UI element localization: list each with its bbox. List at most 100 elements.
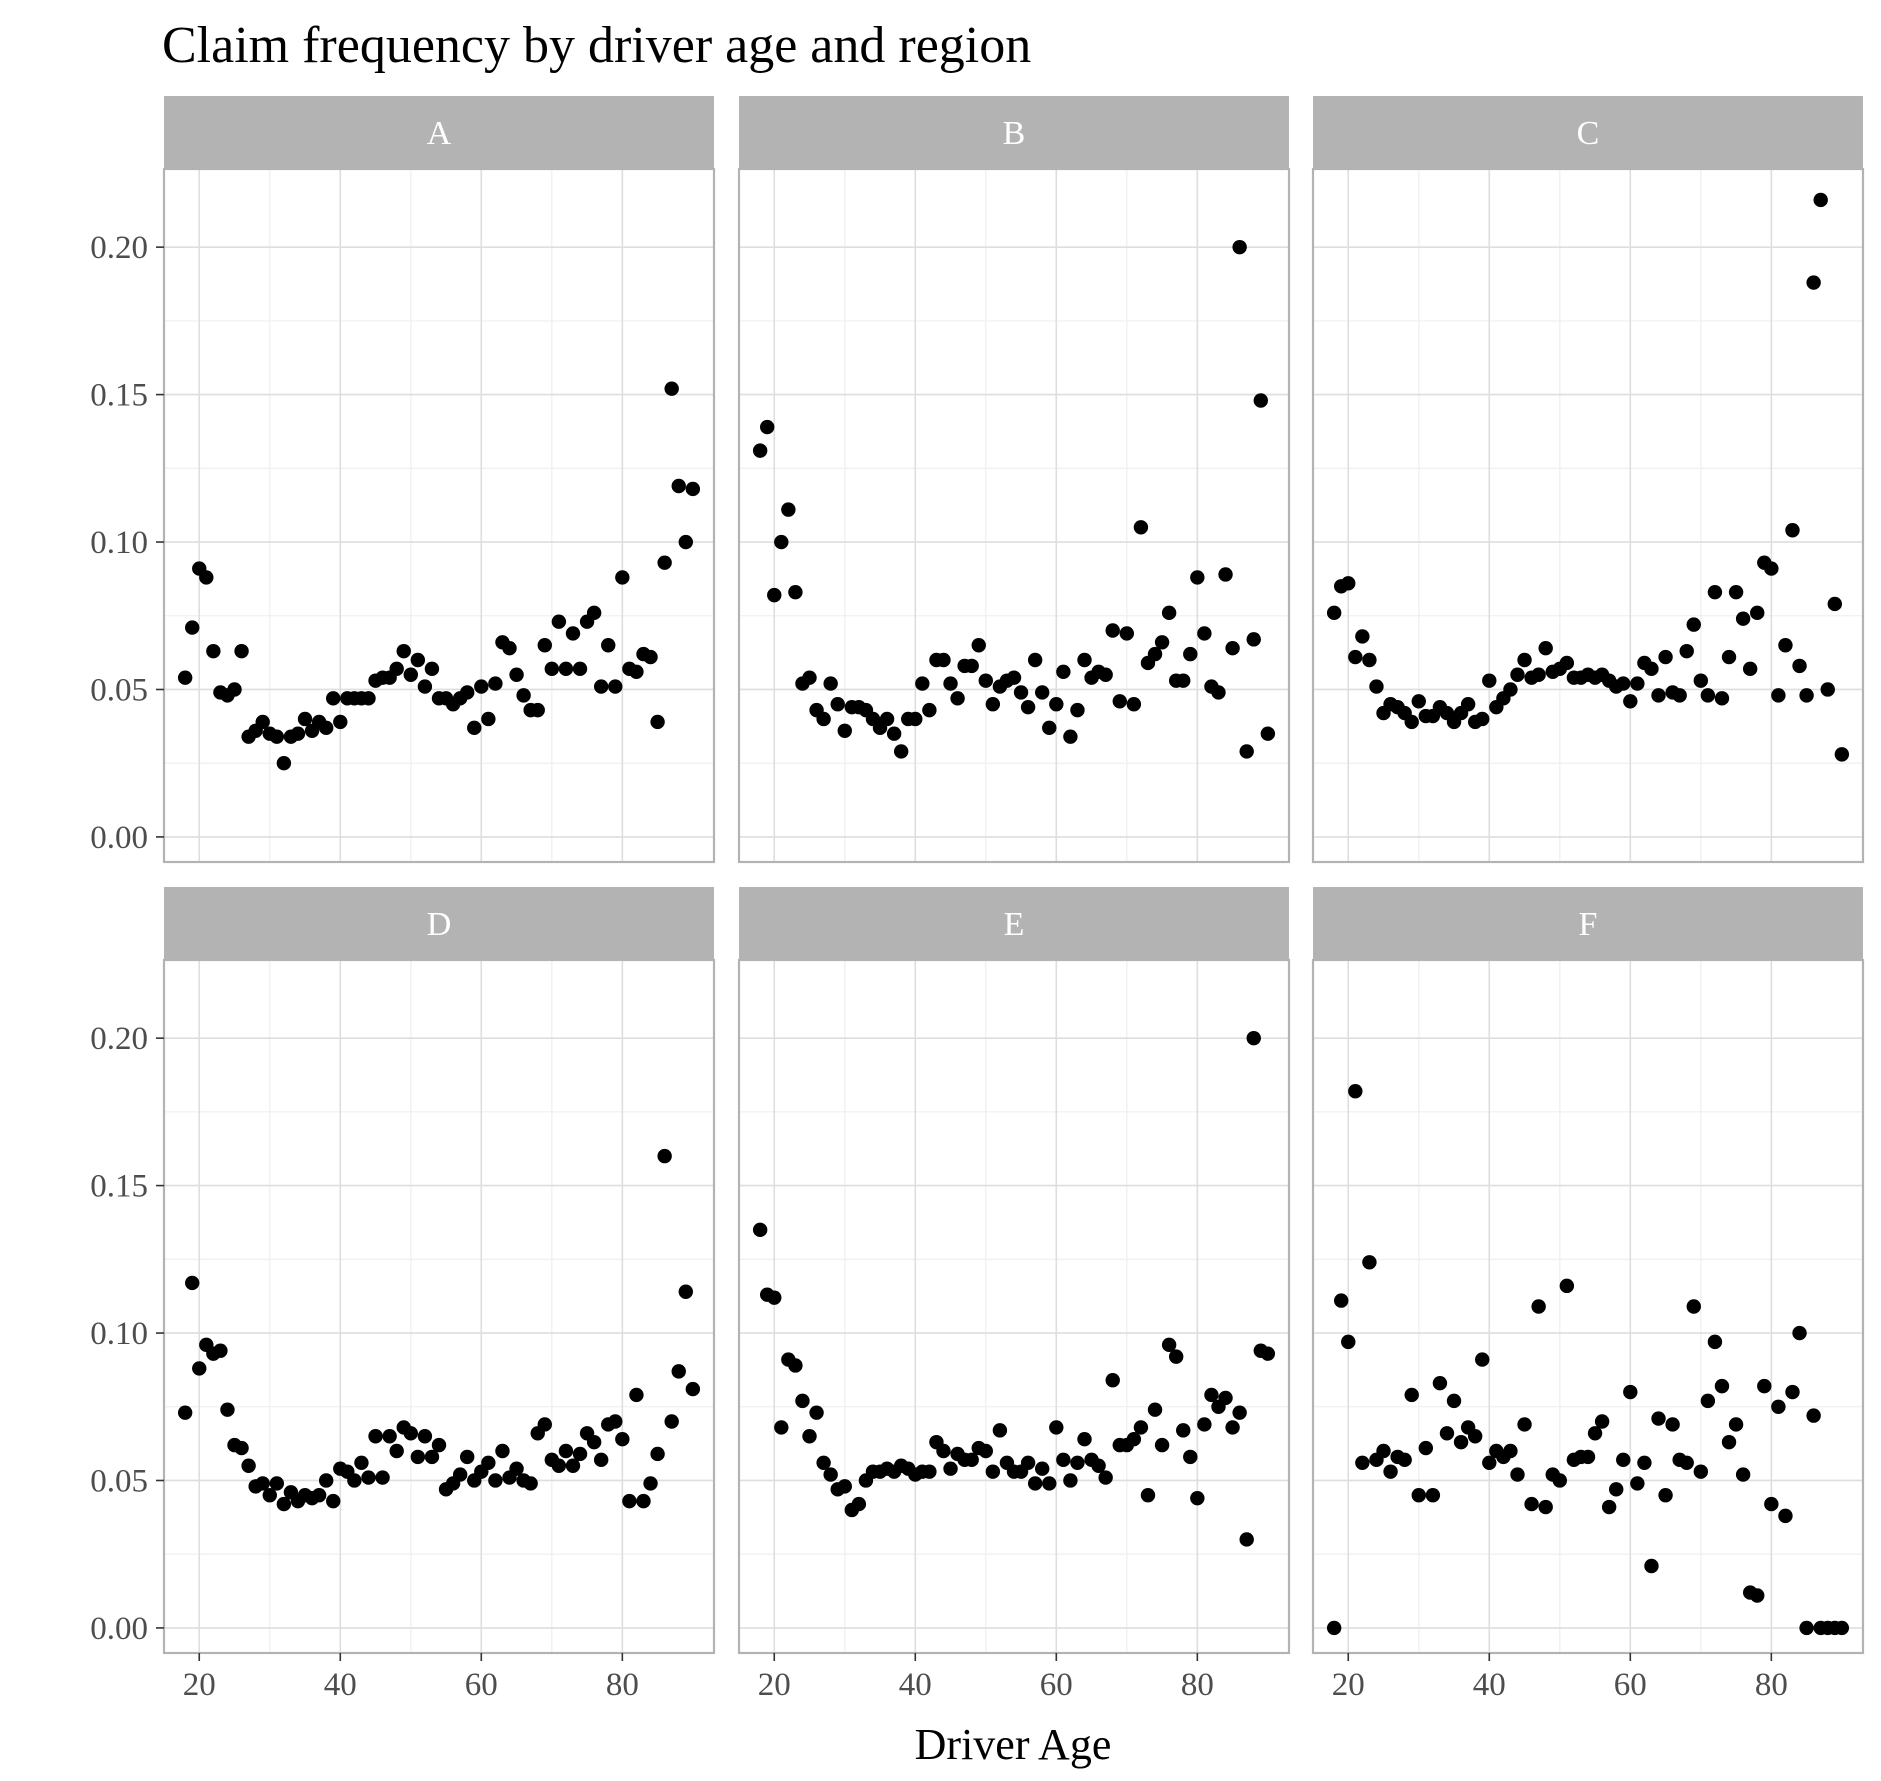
- data-point: [1446, 1393, 1462, 1409]
- data-point: [586, 605, 602, 621]
- data-point: [1679, 1455, 1694, 1470]
- data-point: [593, 679, 609, 694]
- data-point: [1771, 688, 1786, 703]
- data-point: [1376, 1443, 1391, 1459]
- data-point: [1027, 1476, 1043, 1491]
- data-point: [1672, 688, 1687, 703]
- data-point: [1785, 1384, 1800, 1400]
- data-point: [1020, 1455, 1036, 1470]
- data-point: [396, 643, 411, 659]
- data-point: [1693, 1464, 1709, 1479]
- data-point: [241, 1458, 256, 1473]
- data-point: [1834, 1620, 1850, 1636]
- data-point: [1112, 694, 1127, 709]
- data-point: [1453, 1434, 1469, 1450]
- data-point: [460, 1449, 475, 1465]
- data-point: [1326, 605, 1342, 621]
- y-tick-label: 0.05: [90, 672, 148, 708]
- data-point: [1218, 567, 1233, 582]
- data-point: [488, 676, 503, 691]
- data-point: [1027, 652, 1043, 668]
- data-point: [922, 1464, 937, 1479]
- data-point: [382, 1429, 397, 1444]
- data-point: [572, 1446, 588, 1462]
- data-point: [650, 714, 665, 730]
- data-point: [943, 676, 958, 691]
- data-point: [509, 1461, 524, 1476]
- data-point: [1587, 1426, 1603, 1441]
- data-point: [1035, 1461, 1050, 1476]
- data-point: [368, 1429, 383, 1444]
- data-point: [255, 714, 270, 730]
- data-point: [809, 1405, 824, 1420]
- data-point: [537, 1417, 552, 1432]
- panel-border: [737, 958, 1291, 1655]
- facet-strip-label: B: [1003, 115, 1026, 152]
- data-point: [502, 641, 517, 656]
- data-point: [802, 670, 817, 685]
- data-point: [1063, 729, 1078, 744]
- y-tick-label: 0.20: [90, 1021, 148, 1057]
- data-point: [495, 1443, 510, 1459]
- data-point: [572, 661, 588, 677]
- data-point: [361, 691, 376, 706]
- data-point: [1098, 1470, 1113, 1485]
- data-point: [1714, 691, 1730, 706]
- data-point: [1707, 1334, 1723, 1350]
- data-point: [417, 1429, 433, 1444]
- panel-border: [162, 167, 716, 864]
- data-point: [1355, 1455, 1370, 1470]
- data-point: [1531, 1299, 1546, 1314]
- data-point: [1467, 1429, 1483, 1444]
- data-point: [1693, 673, 1709, 688]
- data-point: [1218, 1390, 1233, 1406]
- data-point: [1630, 676, 1645, 691]
- data-point: [1771, 1399, 1786, 1414]
- data-point: [657, 1148, 672, 1164]
- data-point: [685, 481, 701, 497]
- data-point: [1750, 605, 1765, 621]
- data-point: [622, 1493, 637, 1509]
- x-tick-label: 40: [899, 1667, 932, 1703]
- data-point: [1785, 523, 1800, 538]
- data-point: [1764, 561, 1779, 576]
- data-point: [1183, 646, 1198, 662]
- data-point: [262, 1488, 277, 1503]
- data-point: [1161, 1337, 1177, 1353]
- facet-strip-label: E: [1004, 906, 1025, 943]
- data-point: [417, 679, 433, 694]
- x-axis-title: Driver Age: [915, 1720, 1112, 1769]
- data-point: [1411, 694, 1426, 709]
- data-point: [1559, 1278, 1575, 1294]
- data-point: [1020, 699, 1036, 715]
- data-point: [781, 502, 796, 517]
- data-point: [1070, 702, 1085, 718]
- data-point: [1439, 1426, 1455, 1441]
- data-point: [823, 676, 838, 691]
- data-point: [795, 1393, 810, 1409]
- data-point: [410, 1449, 426, 1465]
- data-point: [1369, 679, 1384, 694]
- data-point: [1517, 652, 1532, 668]
- y-tick-label: 0.00: [90, 820, 148, 856]
- data-point: [908, 711, 923, 727]
- data-point: [333, 714, 348, 730]
- data-point: [1239, 744, 1254, 759]
- data-point: [318, 1473, 334, 1488]
- data-point: [1225, 1420, 1240, 1435]
- data-point: [1503, 1443, 1518, 1459]
- facet-strip-label: A: [427, 115, 452, 152]
- data-point: [1658, 1488, 1673, 1503]
- data-point: [1091, 1458, 1106, 1473]
- data-point: [1260, 1346, 1276, 1361]
- data-point: [1035, 685, 1050, 700]
- data-point: [389, 1443, 404, 1459]
- data-point: [1644, 1558, 1659, 1574]
- data-point: [816, 1455, 831, 1470]
- data-point: [985, 1464, 1001, 1479]
- data-point: [1225, 641, 1240, 656]
- data-point: [1679, 643, 1694, 659]
- data-point: [1232, 239, 1247, 255]
- data-point: [830, 697, 845, 712]
